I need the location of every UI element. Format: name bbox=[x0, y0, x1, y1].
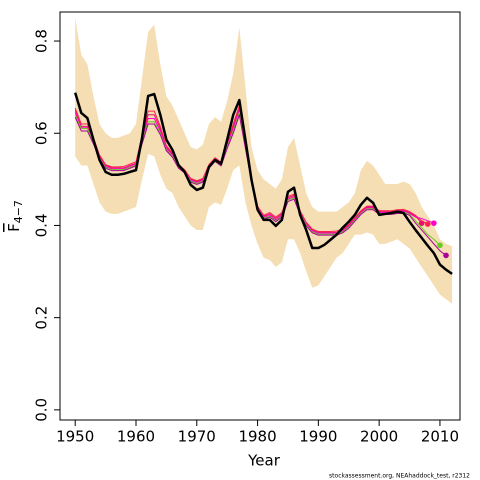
y-tick-label: 0.4 bbox=[33, 214, 51, 238]
end-point bbox=[437, 242, 443, 249]
footnote: stockassessment.org, NEAhaddock_test, r2… bbox=[329, 473, 470, 480]
x-tick-label: 2010 bbox=[421, 428, 459, 446]
y-axis-label-main: F bbox=[5, 223, 23, 232]
y-tick-label: 0.2 bbox=[33, 306, 51, 330]
series-line bbox=[74, 92, 453, 275]
end-point bbox=[431, 220, 437, 226]
y-tick-label: 0.0 bbox=[33, 398, 51, 422]
x-tick-label: 1950 bbox=[56, 428, 94, 446]
confidence-band bbox=[75, 17, 453, 304]
x-tick-label: 1960 bbox=[117, 428, 155, 446]
y-axis-label: F4−7 bbox=[5, 200, 26, 232]
x-tick-label: 1990 bbox=[299, 428, 337, 446]
x-tick-label: 1970 bbox=[178, 428, 216, 446]
y-tick-label: 0.8 bbox=[33, 29, 51, 53]
end-point bbox=[424, 221, 431, 227]
x-tick-label: 2000 bbox=[360, 428, 398, 446]
end-point bbox=[443, 252, 449, 259]
x-axis-label: Year bbox=[247, 452, 281, 470]
y-tick-label: 0.6 bbox=[33, 121, 51, 145]
x-tick-label: 1980 bbox=[238, 428, 276, 446]
y-axis-label-subscript: 4−7 bbox=[12, 200, 25, 223]
